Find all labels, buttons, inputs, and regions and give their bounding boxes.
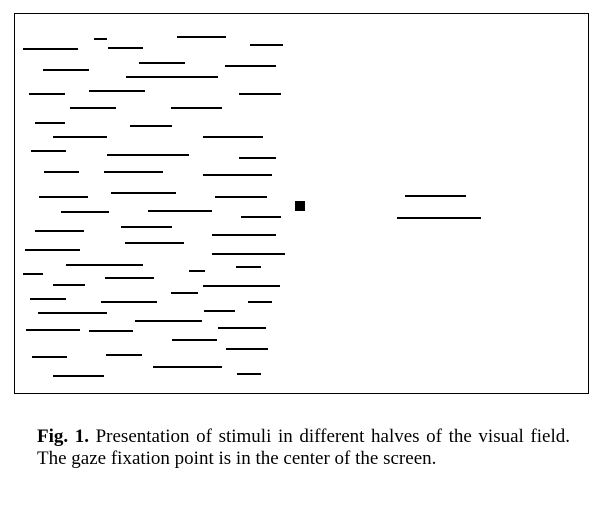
- caption-label: Fig. 1.: [37, 426, 89, 447]
- distractor-lines: [23, 36, 285, 377]
- figure-caption: Fig. 1. Presentation of stimuli in diffe…: [37, 426, 570, 470]
- target-lines: [397, 195, 481, 219]
- stimulus-display: [23, 36, 481, 377]
- fixation-point: [295, 201, 305, 211]
- caption-text: Presentation of stimuli in different hal…: [37, 426, 570, 469]
- stimulus-screen: [14, 13, 589, 394]
